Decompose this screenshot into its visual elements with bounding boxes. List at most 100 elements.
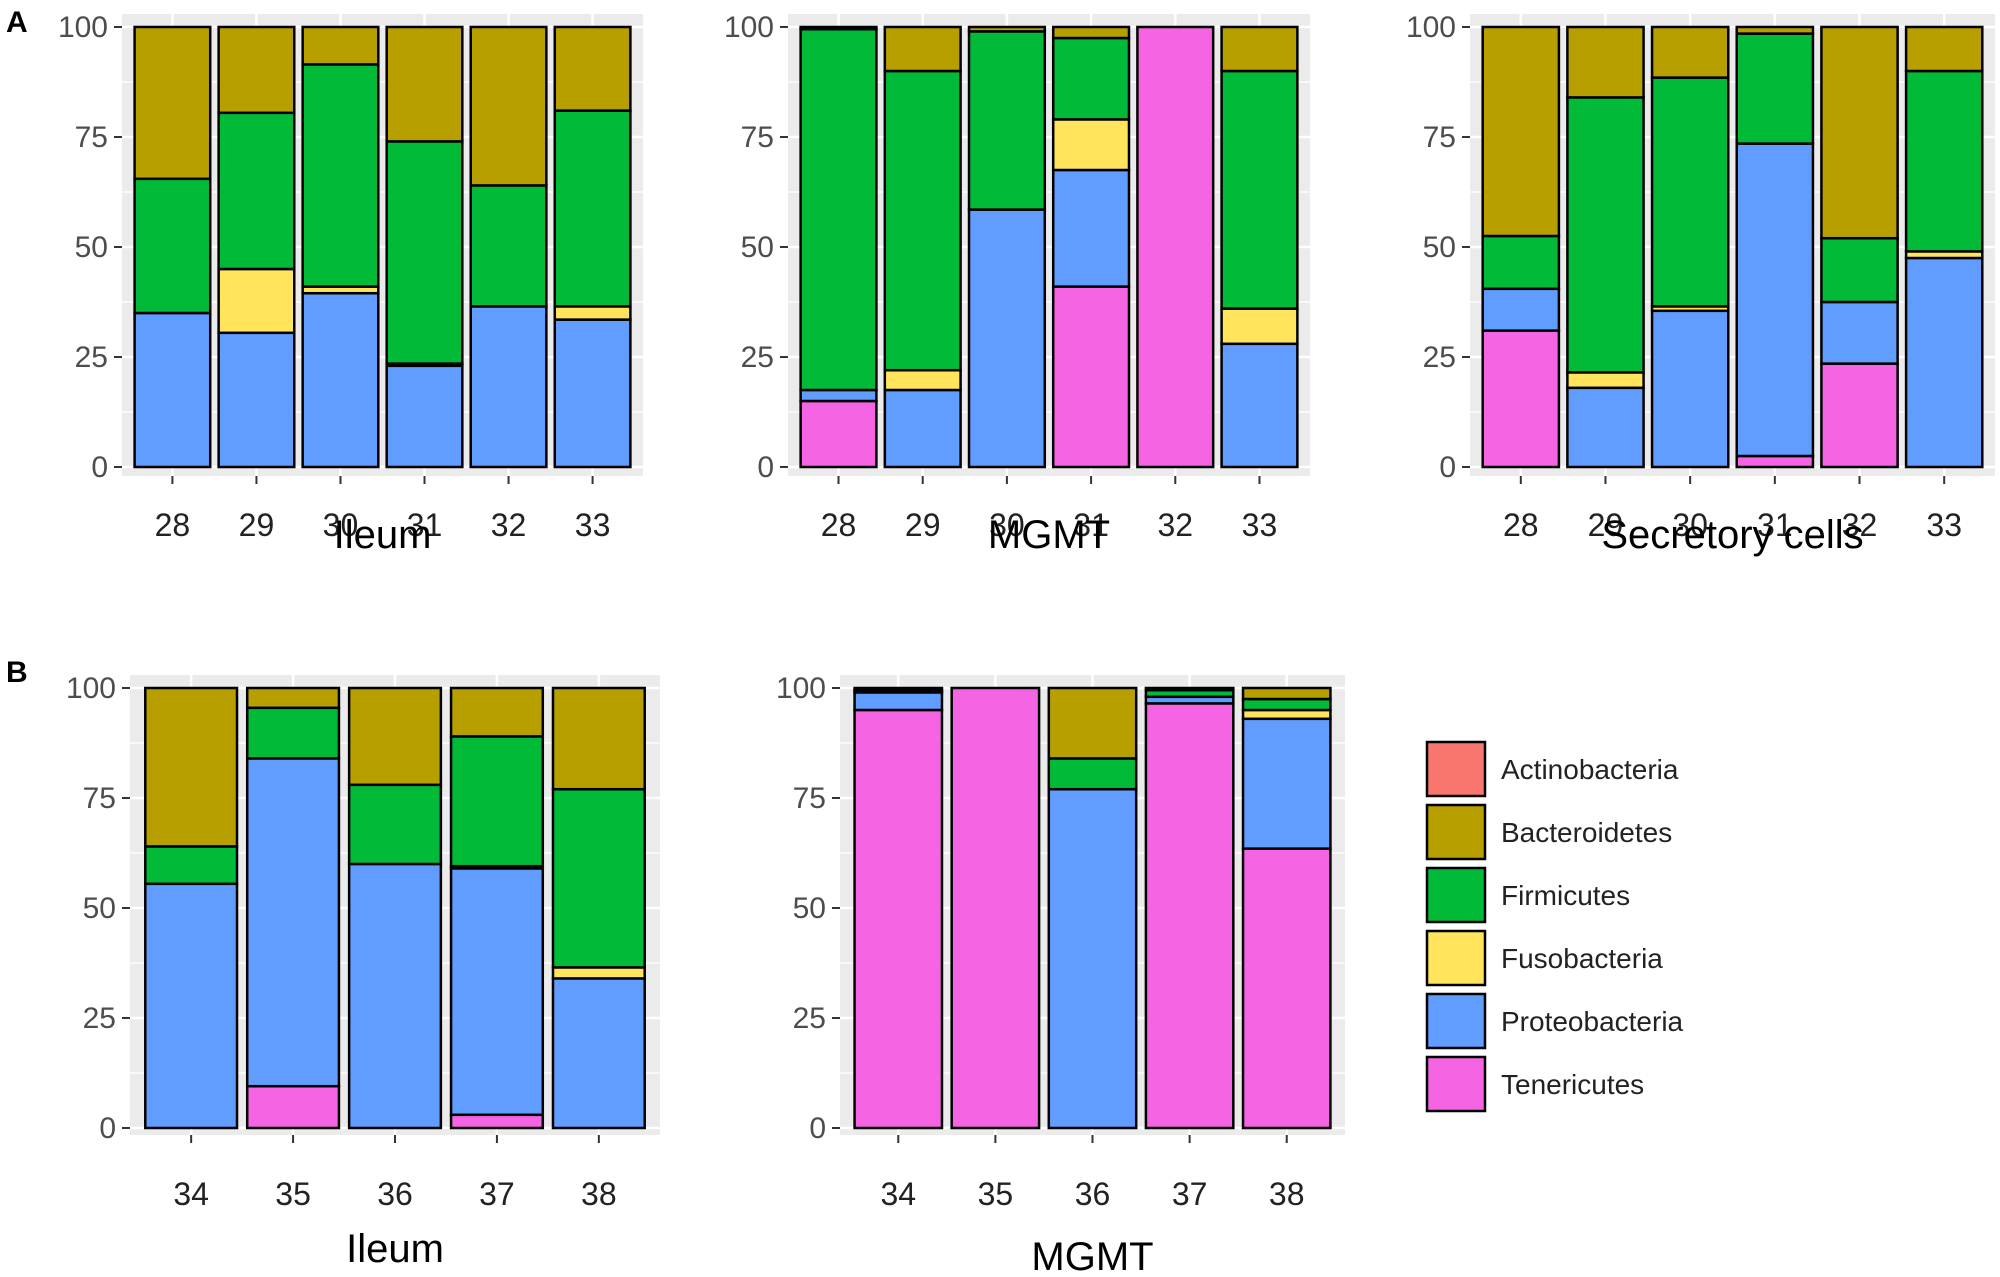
x-tick-label: 31 — [1073, 507, 1109, 543]
x-axis-title: MGMT — [1031, 1235, 1153, 1277]
x-tick-label: 38 — [1269, 1176, 1305, 1212]
chart-5: 0 25 50 75 100 34 35 36 37 38 MGMT — [776, 672, 1345, 1277]
bar-segment-proteobacteria-37 — [449, 867, 545, 1117]
bar-segment-proteobacteria-35 — [245, 757, 341, 1088]
bar-segment-firmicutes-29 — [217, 111, 296, 271]
bar-segment-firmicutes-31 — [1051, 36, 1131, 121]
legend-label: Actinobacteria — [1501, 754, 1679, 785]
bar-segment-proteobacteria-38 — [551, 977, 646, 1130]
x-tick-label: 28 — [155, 507, 191, 543]
y-tick-label: 0 — [757, 451, 774, 484]
bar-segment-bacteroidetes-31 — [385, 25, 464, 143]
y-tick-label: 75 — [1423, 121, 1456, 154]
bar-segment-fusobacteria-29 — [217, 267, 296, 335]
bar-segment-bacteroidetes-36 — [347, 686, 443, 787]
bar-segment-fusobacteria-38 — [1241, 708, 1332, 721]
bar-segment-bacteroidetes-32 — [469, 25, 548, 187]
bar-segment-firmicutes-28 — [133, 177, 212, 315]
y-tick-label: 100 — [1406, 11, 1456, 44]
x-tick-label: 31 — [1757, 507, 1793, 543]
y-tick-label: 25 — [793, 1002, 826, 1035]
y-tick-label: 0 — [809, 1112, 826, 1145]
y-tick-label: 50 — [83, 892, 116, 925]
bar-segment-bacteroidetes-29 — [217, 25, 296, 115]
bar-segment-proteobacteria-31 — [385, 364, 464, 469]
x-tick-label: 29 — [1588, 507, 1624, 543]
y-tick-label: 0 — [99, 1112, 116, 1145]
legend-item-fusobacteria: Fusobacteria — [1425, 929, 1663, 987]
chart-4: 0 25 50 75 100 34 35 36 37 38 Ileum — [66, 672, 660, 1271]
bar-segment-proteobacteria-29 — [883, 388, 962, 469]
bar-segment-firmicutes-30 — [1650, 76, 1730, 308]
legend-label: Fusobacteria — [1501, 943, 1663, 974]
charts-layer: 0 25 50 75 100 28 29 30 31 32 33 Ileum 0 25 50 75 100 28 2… — [58, 11, 1995, 1277]
bar-segment-bacteroidetes-37 — [449, 686, 545, 738]
y-tick-label: 25 — [83, 1002, 116, 1035]
x-tick-label: 32 — [1157, 507, 1193, 543]
chart-2: 0 25 50 75 100 28 29 30 31 32 33 MGMT — [724, 11, 1310, 557]
legend-swatch — [1425, 929, 1487, 987]
bar-segment-fusobacteria-29 — [883, 368, 962, 392]
y-tick-label: 100 — [58, 11, 108, 44]
bar-segment-fusobacteria-29 — [1566, 371, 1645, 390]
x-tick-label: 28 — [1503, 507, 1539, 543]
bar-segment-bacteroidetes-33 — [553, 25, 632, 112]
bar-segment-fusobacteria-31 — [1051, 118, 1131, 172]
y-tick-label: 50 — [1423, 231, 1456, 264]
bar-segment-bacteroidetes-37 — [1144, 686, 1235, 692]
bar-segment-fusobacteria-38 — [551, 966, 646, 980]
legend-swatch — [1425, 803, 1487, 861]
x-tick-label: 34 — [880, 1176, 916, 1212]
bar-segment-bacteroidetes-29 — [883, 25, 962, 73]
bar-segment-firmicutes-29 — [883, 69, 962, 372]
bar-segment-bacteroidetes-30 — [967, 25, 1047, 33]
bar-segment-proteobacteria-32 — [469, 305, 548, 469]
panel-label-b: B — [6, 656, 28, 689]
legend-item-tenericutes: Tenericutes — [1425, 1055, 1644, 1113]
bar-segment-firmicutes-30 — [967, 30, 1047, 211]
x-tick-label: 28 — [821, 507, 857, 543]
bar-segment-proteobacteria-29 — [217, 331, 296, 469]
bar-segment-bacteroidetes-36 — [1047, 686, 1138, 760]
x-tick-label: 33 — [1926, 507, 1962, 543]
bar-segment-bacteroidetes-35 — [245, 686, 341, 710]
bar-segment-tenericutes-28 — [799, 399, 878, 469]
bar-segment-tenericutes-31 — [1735, 454, 1815, 469]
bar-segment-proteobacteria-36 — [1047, 787, 1138, 1130]
bar-segment-firmicutes-32 — [469, 184, 548, 308]
x-tick-label: 36 — [377, 1176, 413, 1212]
bar-segment-bacteroidetes-31 — [1051, 25, 1131, 40]
x-tick-label: 38 — [581, 1176, 617, 1212]
bar-segment-firmicutes-33 — [1220, 69, 1299, 310]
legend-label: Proteobacteria — [1501, 1006, 1684, 1037]
x-axis-title: Ileum — [346, 1227, 444, 1271]
legend-label: Tenericutes — [1501, 1069, 1644, 1100]
bar-segment-firmicutes-38 — [551, 787, 646, 969]
bar-segment-proteobacteria-29 — [1566, 386, 1645, 469]
bar-segment-bacteroidetes-29 — [1566, 25, 1645, 99]
bar-segment-firmicutes-28 — [1481, 234, 1561, 291]
bar-segment-firmicutes-37 — [449, 735, 545, 868]
bar-segment-firmicutes-33 — [1904, 69, 1984, 253]
bar-segment-tenericutes-32 — [1136, 25, 1215, 469]
y-tick-label: 100 — [724, 11, 774, 44]
bar-segment-firmicutes-31 — [385, 140, 464, 365]
bar-segment-proteobacteria-30 — [967, 208, 1047, 469]
y-tick-label: 75 — [83, 782, 116, 815]
bar-segment-proteobacteria-34 — [853, 691, 944, 712]
x-tick-label: 35 — [275, 1176, 311, 1212]
bar-segment-firmicutes-36 — [347, 783, 443, 866]
bar-segment-firmicutes-35 — [245, 706, 341, 760]
x-tick-label: 30 — [1672, 507, 1708, 543]
y-tick-label: 0 — [91, 451, 108, 484]
x-tick-label: 37 — [1172, 1176, 1208, 1212]
y-tick-label: 50 — [793, 892, 826, 925]
legend-item-proteobacteria: Proteobacteria — [1425, 992, 1684, 1050]
bar-segment-bacteroidetes-33 — [1220, 25, 1299, 73]
x-tick-label: 29 — [905, 507, 941, 543]
x-tick-label: 37 — [479, 1176, 515, 1212]
bar-segment-tenericutes-37 — [449, 1113, 545, 1130]
x-axis-title: Secretory cells — [1601, 513, 1863, 557]
x-axis-title: Ileum — [334, 513, 432, 557]
y-tick-label: 100 — [66, 672, 116, 705]
